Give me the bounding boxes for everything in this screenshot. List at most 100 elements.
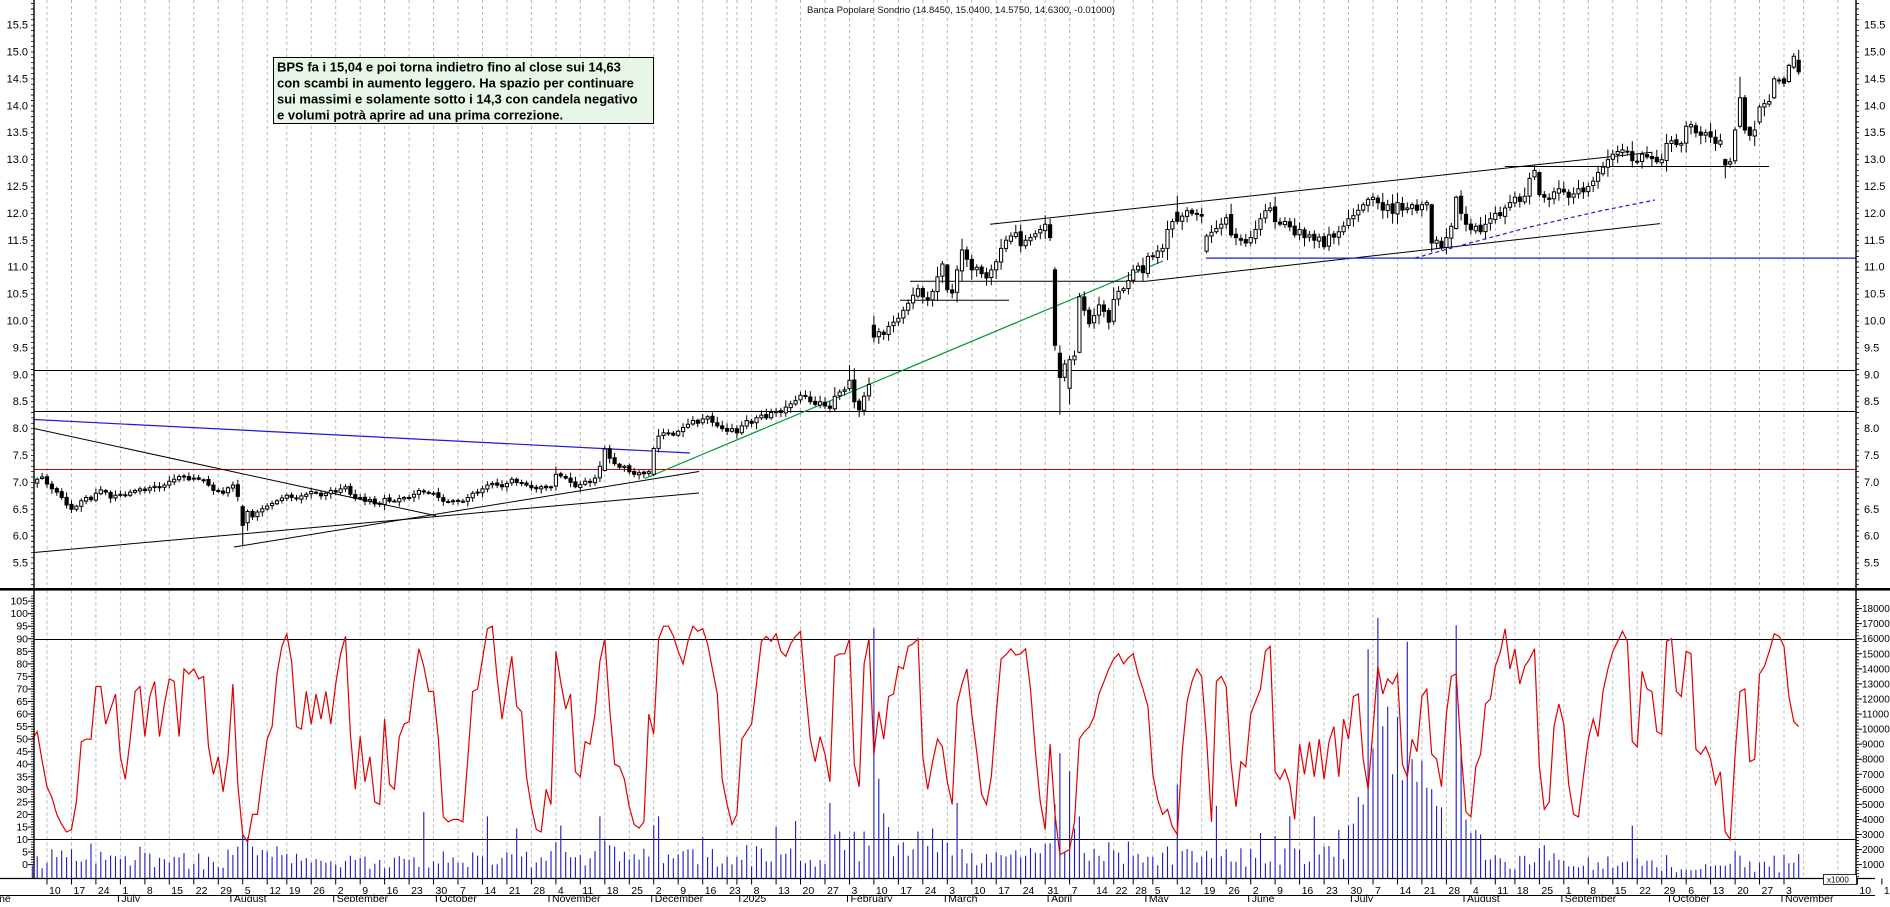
svg-text:26: 26 bbox=[313, 885, 325, 897]
svg-text:5.5: 5.5 bbox=[13, 558, 28, 570]
svg-text:7.0: 7.0 bbox=[13, 477, 28, 489]
svg-text:50: 50 bbox=[16, 734, 28, 746]
svg-text:85: 85 bbox=[16, 646, 28, 658]
svg-text:18: 18 bbox=[607, 885, 619, 897]
svg-text:10.0: 10.0 bbox=[7, 316, 28, 328]
svg-text:6.0: 6.0 bbox=[13, 531, 28, 543]
svg-text:27: 27 bbox=[827, 885, 839, 897]
svg-text:BPS fa i 15,04 e poi torna ind: BPS fa i 15,04 e poi torna indietro fino… bbox=[277, 60, 621, 75]
svg-text:65: 65 bbox=[16, 696, 28, 708]
svg-text:3000: 3000 bbox=[1862, 830, 1885, 841]
svg-text:13.5: 13.5 bbox=[1864, 127, 1885, 139]
svg-text:13.0: 13.0 bbox=[1864, 154, 1885, 166]
svg-text:14: 14 bbox=[1096, 885, 1108, 897]
svg-text:11.0: 11.0 bbox=[1864, 262, 1885, 274]
svg-text:Banca Popolare Sondrio (14.845: Banca Popolare Sondrio (14.8450, 15.0400… bbox=[807, 5, 1115, 16]
svg-text:July: July bbox=[121, 893, 140, 902]
svg-text:4000: 4000 bbox=[1862, 815, 1885, 826]
svg-text:con scambi in aumento leggero.: con scambi in aumento leggero. Ha spazio… bbox=[277, 76, 634, 91]
svg-text:20: 20 bbox=[803, 885, 815, 897]
svg-text:4: 4 bbox=[558, 885, 564, 897]
svg-text:10.0: 10.0 bbox=[1864, 316, 1885, 328]
svg-text:30: 30 bbox=[1351, 885, 1363, 897]
svg-text:9000: 9000 bbox=[1862, 740, 1885, 751]
svg-text:5.5: 5.5 bbox=[1864, 558, 1879, 570]
svg-text:7: 7 bbox=[460, 885, 466, 897]
svg-text:14000: 14000 bbox=[1862, 664, 1890, 675]
svg-text:10: 10 bbox=[974, 885, 986, 897]
svg-text:8: 8 bbox=[754, 885, 760, 897]
svg-text:20: 20 bbox=[16, 809, 28, 821]
svg-text:17: 17 bbox=[900, 885, 912, 897]
svg-text:6: 6 bbox=[1688, 885, 1694, 897]
svg-text:June: June bbox=[1252, 893, 1275, 902]
svg-text:15.0: 15.0 bbox=[7, 47, 28, 59]
svg-text:28: 28 bbox=[533, 885, 545, 897]
svg-text:17000: 17000 bbox=[1862, 619, 1890, 630]
svg-text:7: 7 bbox=[1375, 885, 1381, 897]
svg-text:9.0: 9.0 bbox=[1864, 369, 1879, 381]
svg-text:9: 9 bbox=[1277, 885, 1283, 897]
svg-text:23: 23 bbox=[411, 885, 423, 897]
svg-text:0: 0 bbox=[22, 859, 28, 871]
svg-text:October: October bbox=[439, 893, 477, 902]
svg-text:23: 23 bbox=[729, 885, 741, 897]
svg-text:9: 9 bbox=[680, 885, 686, 897]
svg-text:2: 2 bbox=[656, 885, 662, 897]
svg-text:14.5: 14.5 bbox=[1864, 73, 1885, 85]
svg-text:December: December bbox=[655, 893, 704, 902]
svg-text:19: 19 bbox=[289, 885, 301, 897]
svg-text:November: November bbox=[552, 893, 601, 902]
svg-text:80: 80 bbox=[16, 658, 28, 670]
svg-text:10: 10 bbox=[16, 834, 28, 846]
svg-text:5000: 5000 bbox=[1862, 800, 1885, 811]
svg-text:e volumi potrà aprire ad una p: e volumi potrà aprire ad una prima corre… bbox=[277, 108, 563, 123]
svg-text:November: November bbox=[1785, 893, 1834, 902]
svg-text:11: 11 bbox=[1497, 885, 1508, 897]
svg-text:9: 9 bbox=[362, 885, 368, 897]
svg-text:June: June bbox=[0, 893, 11, 902]
svg-text:7.5: 7.5 bbox=[1864, 450, 1879, 462]
svg-text:21: 21 bbox=[509, 885, 521, 897]
svg-text:July: July bbox=[1354, 893, 1373, 902]
svg-text:100: 100 bbox=[10, 608, 28, 620]
svg-text:x1000: x1000 bbox=[1827, 876, 1849, 885]
svg-text:October: October bbox=[1673, 893, 1711, 902]
svg-text:6000: 6000 bbox=[1862, 785, 1885, 796]
svg-text:35: 35 bbox=[16, 771, 28, 783]
svg-text:10.5: 10.5 bbox=[1864, 289, 1885, 301]
svg-text:24: 24 bbox=[1023, 885, 1035, 897]
svg-text:12.5: 12.5 bbox=[1864, 181, 1885, 193]
svg-text:11.5: 11.5 bbox=[7, 235, 28, 247]
svg-text:26: 26 bbox=[1228, 885, 1240, 897]
svg-text:3: 3 bbox=[852, 885, 858, 897]
svg-text:4: 4 bbox=[1473, 885, 1479, 897]
svg-text:April: April bbox=[1051, 893, 1072, 902]
svg-text:September: September bbox=[1565, 893, 1617, 902]
svg-text:15: 15 bbox=[16, 822, 28, 834]
svg-text:105: 105 bbox=[10, 596, 28, 608]
svg-text:45: 45 bbox=[16, 746, 28, 758]
svg-text:28: 28 bbox=[1135, 885, 1147, 897]
svg-text:29: 29 bbox=[1664, 885, 1676, 897]
svg-text:7.5: 7.5 bbox=[13, 450, 28, 462]
svg-text:17: 17 bbox=[1884, 885, 1890, 897]
svg-text:1: 1 bbox=[122, 885, 128, 897]
svg-text:11: 11 bbox=[582, 885, 593, 897]
svg-text:29: 29 bbox=[220, 885, 232, 897]
svg-text:15.0: 15.0 bbox=[1864, 47, 1885, 59]
svg-text:11.0: 11.0 bbox=[7, 262, 28, 274]
svg-text:40: 40 bbox=[16, 759, 28, 771]
svg-text:16000: 16000 bbox=[1862, 634, 1890, 645]
svg-text:8.5: 8.5 bbox=[1864, 396, 1879, 408]
svg-text:13: 13 bbox=[778, 885, 790, 897]
svg-text:16: 16 bbox=[387, 885, 399, 897]
svg-text:sui massimi e solamente sotto: sui massimi e solamente sotto i 14,3 con… bbox=[277, 92, 638, 107]
svg-text:17: 17 bbox=[998, 885, 1010, 897]
svg-text:12: 12 bbox=[1179, 885, 1191, 897]
svg-text:7: 7 bbox=[1072, 885, 1078, 897]
svg-text:10: 10 bbox=[1859, 885, 1871, 897]
svg-text:30: 30 bbox=[16, 784, 28, 796]
svg-text:February: February bbox=[851, 893, 894, 902]
svg-text:90: 90 bbox=[16, 633, 28, 645]
